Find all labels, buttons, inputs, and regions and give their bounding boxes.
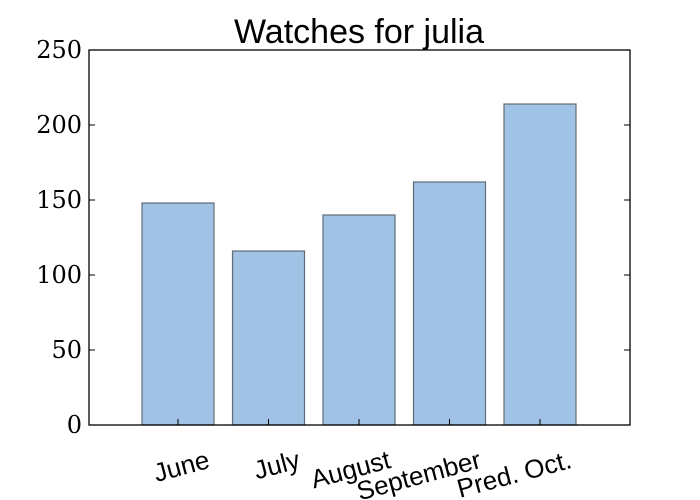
chart-title: Watches for julia xyxy=(234,13,484,51)
bar-1 xyxy=(231,250,306,426)
y-tick-label-2: 100 xyxy=(36,261,82,289)
bar-2 xyxy=(322,214,396,426)
y-axis-ticks: 0 50 100 150 200 250 xyxy=(36,36,630,439)
bars-group xyxy=(141,103,577,426)
y-tick-label-3: 150 xyxy=(36,186,82,214)
bar-4 xyxy=(503,103,577,426)
plot-frame xyxy=(88,49,631,426)
y-tick-label-0: 0 xyxy=(67,411,82,439)
y-tick-label-5: 250 xyxy=(36,36,82,64)
x-tick-label-0: June xyxy=(150,444,212,488)
y-tick-label-4: 200 xyxy=(36,111,82,139)
x-tick-label-1: July xyxy=(251,444,303,485)
bar-0 xyxy=(141,202,215,426)
y-tick-label-1: 50 xyxy=(51,336,82,364)
bar-3 xyxy=(412,181,487,426)
